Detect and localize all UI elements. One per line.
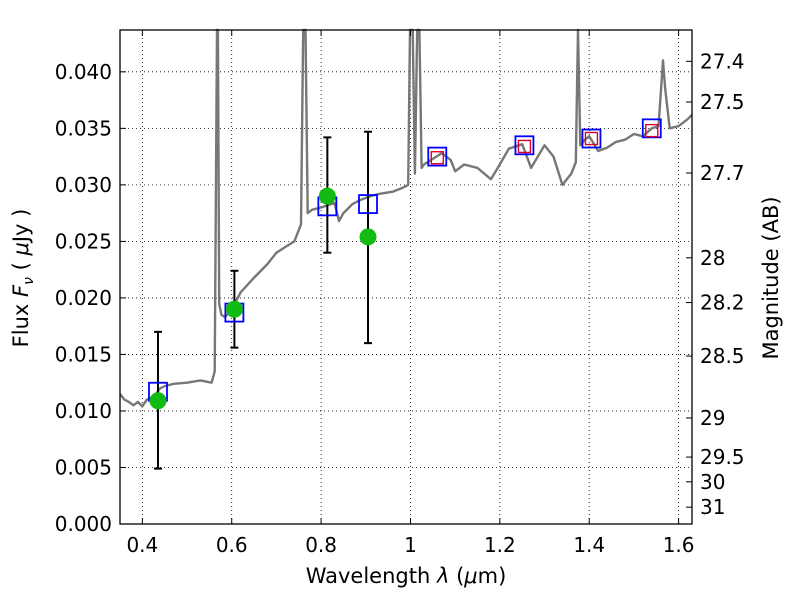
- y-tick-label: 0.020: [55, 286, 112, 310]
- x-tick-label: 1.4: [573, 533, 605, 557]
- green-circle-marker: [359, 228, 377, 246]
- red-square-marker: [645, 123, 659, 138]
- y2-tick-label: 28: [700, 246, 725, 270]
- x-tick-label: 0.6: [216, 533, 248, 557]
- red-square-marker: [517, 139, 532, 154]
- green-circle-marker: [225, 300, 243, 318]
- x-tick-label: 1.2: [484, 533, 516, 557]
- x-tick-label: 1: [404, 533, 417, 557]
- x-tick-label: 0.8: [305, 533, 337, 557]
- y-tick-label: 0.015: [55, 342, 112, 366]
- y2-tick-label: 31: [700, 495, 725, 519]
- y2-tick-label: 29: [700, 406, 725, 430]
- green-circle-marker: [318, 187, 336, 205]
- y-tick-label: 0.025: [55, 229, 112, 253]
- blue-square-marker: [514, 135, 535, 156]
- sed-model-line: [119, 28, 693, 408]
- y2-axis-label: Magnitude (AB): [759, 196, 783, 359]
- x-ticks: 0.4 0.6 0.8 1 1.2 1.4 1.6: [126, 30, 695, 557]
- blue-square-marker: [641, 118, 662, 139]
- error-bars: [153, 130, 373, 470]
- y-ticks: 0.000 0.005 0.010 0.015 0.020 0.025 0.030 0.035…: [55, 60, 126, 536]
- red-square-marker: [584, 131, 599, 146]
- markers: [148, 118, 662, 410]
- grid-lines: [120, 30, 692, 525]
- y2-tick-label: 29.5: [700, 445, 745, 469]
- blue-square-marker: [581, 128, 602, 149]
- y-tick-label: 0.005: [55, 455, 112, 479]
- green-circle-marker: [149, 392, 167, 410]
- x-tick-label: 0.4: [126, 533, 158, 557]
- y2-tick-label: 30: [700, 470, 725, 494]
- plot-frame: [119, 29, 693, 525]
- y-tick-label: 0.000: [55, 512, 112, 536]
- blue-square-marker: [358, 194, 378, 214]
- y-tick-label: 0.030: [55, 173, 112, 197]
- y-tick-label: 0.040: [55, 60, 112, 84]
- y2-tick-label: 27.4: [700, 49, 745, 73]
- x-tick-label: 1.6: [663, 533, 695, 557]
- y-tick-label: 0.035: [55, 116, 112, 140]
- x-axis-label: Wavelength λ (μm): [306, 564, 507, 588]
- y-tick-label: 0.010: [55, 399, 112, 423]
- red-square-marker: [430, 151, 444, 165]
- y2-tick-label: 27.7: [700, 161, 745, 185]
- y2-tick-label: 28.2: [700, 291, 745, 315]
- y2-tick-label: 27.5: [700, 90, 745, 114]
- blue-square-marker: [427, 146, 448, 167]
- y-axis-label: Flux Fν ( μJy ): [9, 209, 37, 348]
- y2-tick-label: 28.5: [700, 344, 745, 368]
- sed-model-curve: [119, 28, 693, 408]
